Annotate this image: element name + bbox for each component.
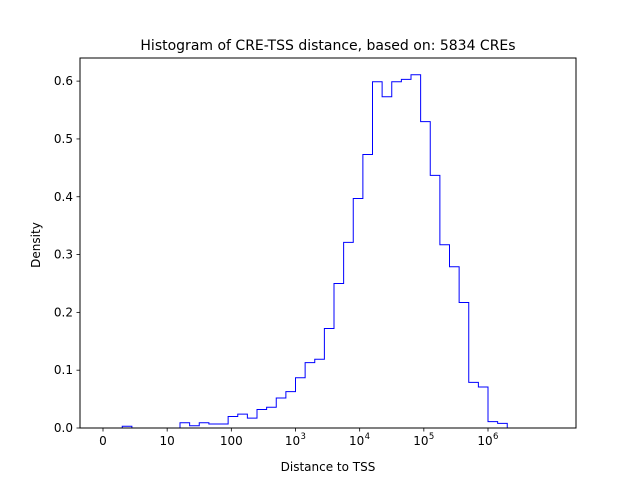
y-tick-label: 0.6	[54, 74, 73, 88]
x-tick-label: 10	[285, 434, 300, 448]
x-tick-label: 0	[99, 434, 107, 448]
y-tick-label: 0.1	[54, 363, 73, 377]
y-tick-label: 0.5	[54, 132, 73, 146]
chart-title: Histogram of CRE-TSS distance, based on:…	[140, 38, 515, 54]
x-tick-label: 100	[220, 434, 243, 448]
histogram-step-line	[103, 74, 553, 429]
x-tick-exponent: 4	[365, 432, 370, 442]
x-tick-label: 10	[349, 434, 364, 448]
x-axis-label: Distance to TSS	[281, 460, 376, 474]
plot-frame	[79, 57, 577, 429]
y-tick-label: 0.3	[54, 248, 73, 262]
y-tick-label: 0.0	[54, 421, 73, 435]
y-tick-label: 0.2	[54, 305, 73, 319]
x-tick-label: 10	[477, 434, 492, 448]
y-tick-label: 0.4	[54, 190, 73, 204]
x-tick-exponent: 5	[429, 432, 434, 442]
x-tick-exponent: 3	[301, 432, 306, 442]
x-tick-label: 10	[160, 434, 175, 448]
x-axis: 0 10 100 10 3 10 4 10 5 10 6	[99, 428, 498, 448]
x-tick-label: 10	[413, 434, 428, 448]
y-axis: 0.0 0.1 0.2 0.3 0.4 0.5 0.6	[54, 74, 80, 435]
x-tick-exponent: 6	[493, 432, 498, 442]
y-axis-label: Density	[29, 222, 43, 268]
plot-area	[103, 74, 553, 429]
